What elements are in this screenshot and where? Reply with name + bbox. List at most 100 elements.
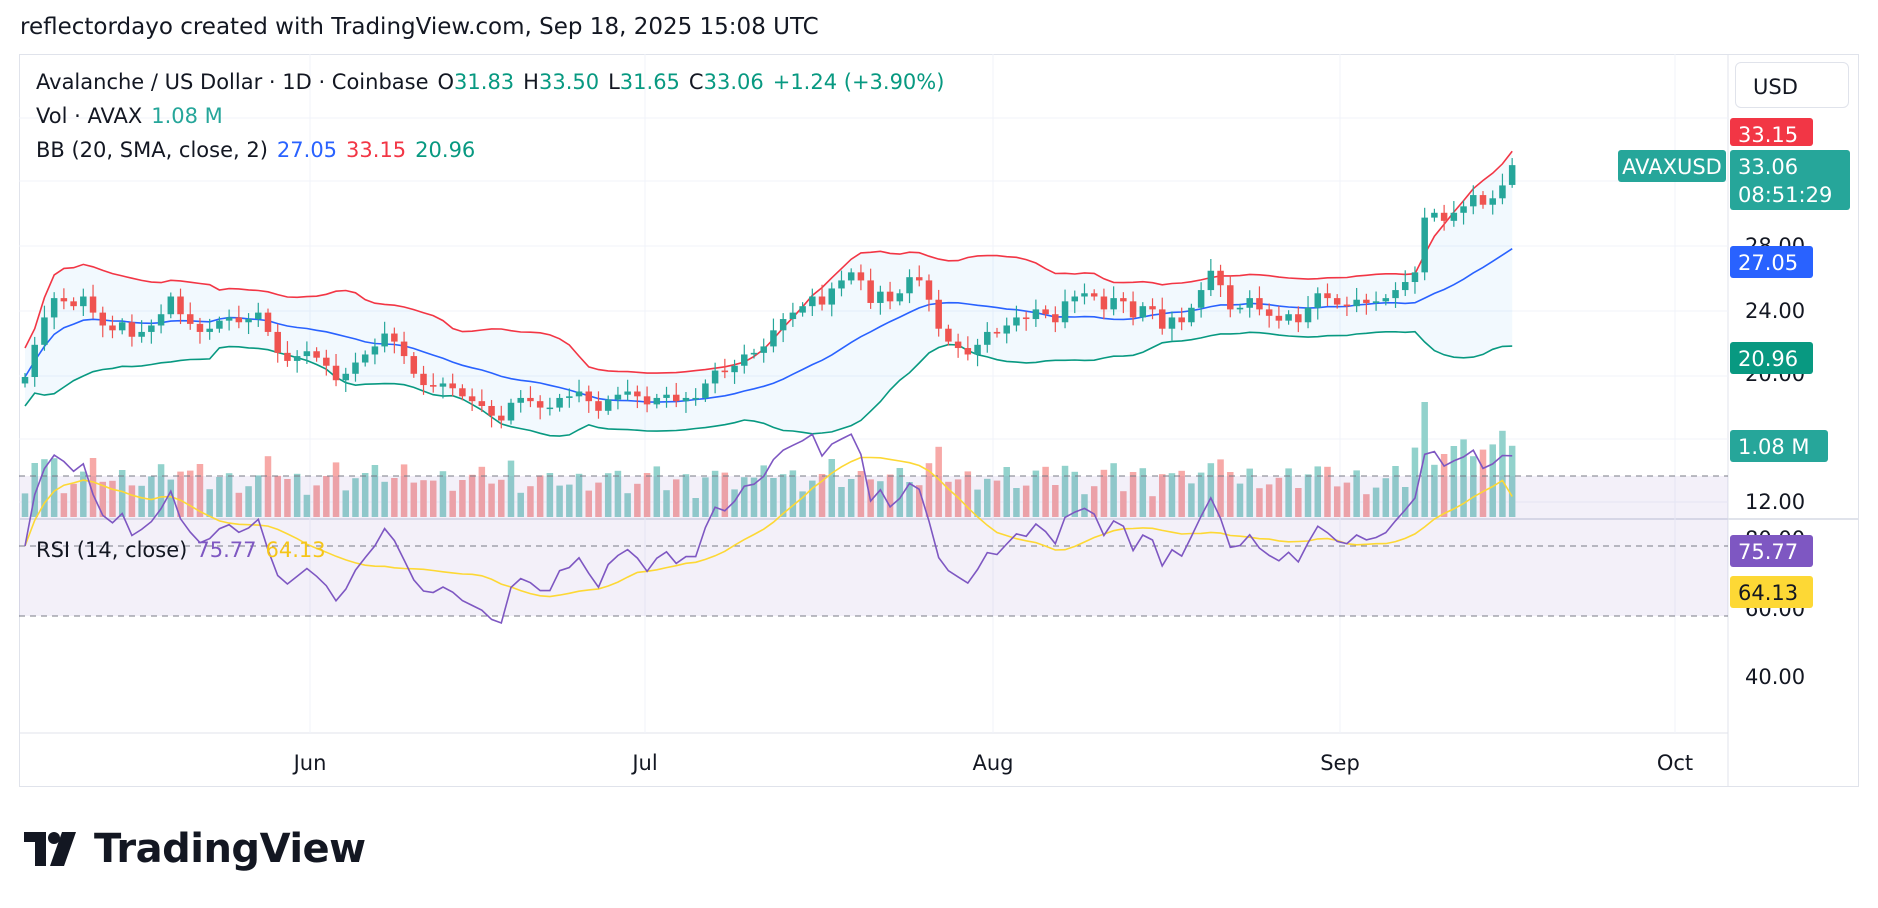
candle-body xyxy=(1324,293,1331,299)
symbol-title[interactable]: Avalanche / US Dollar · 1D · Coinbase xyxy=(36,70,429,94)
candle-body xyxy=(1158,309,1166,329)
volume-bar xyxy=(1304,474,1312,517)
candle-body xyxy=(604,399,612,411)
volume-bar xyxy=(1353,470,1360,517)
candle-body xyxy=(886,291,894,302)
candle-body xyxy=(186,314,194,324)
candle-body xyxy=(293,356,301,361)
volume-bar xyxy=(1061,465,1069,517)
candle-body xyxy=(1236,307,1244,310)
candle-body xyxy=(70,301,77,307)
volume-bar xyxy=(459,480,466,517)
volume-bar xyxy=(1460,439,1467,517)
currency-button[interactable]: USD xyxy=(1735,62,1849,108)
candle-body xyxy=(1071,296,1079,302)
candle-body xyxy=(770,330,777,347)
volume-bar xyxy=(264,456,272,517)
volume-bar xyxy=(468,474,476,517)
candle-body xyxy=(1265,309,1273,316)
candle-body xyxy=(1139,306,1147,318)
rsi-ma-badge-text: 64.13 xyxy=(1738,581,1798,605)
candle-body xyxy=(1042,309,1049,315)
volume-bar xyxy=(332,462,340,517)
volume-bar xyxy=(896,468,904,517)
candle-body xyxy=(663,394,670,398)
volume-bar xyxy=(60,493,68,517)
bb-legend[interactable]: BB (20, SMA, close, 2) 27.05 33.15 20.96 xyxy=(36,138,484,162)
rsi-ma-badge-bg xyxy=(1730,576,1813,608)
volume-legend[interactable]: Vol · AVAX 1.08 M xyxy=(36,104,232,128)
high-label: H xyxy=(523,70,539,94)
volume-bar xyxy=(517,492,524,517)
candle-body xyxy=(118,322,126,331)
candle-body xyxy=(21,377,29,384)
volume-bar xyxy=(293,473,301,517)
volume-bar xyxy=(1256,488,1263,517)
rsi-pane xyxy=(19,433,1728,625)
candle-body xyxy=(935,299,942,329)
candle-body xyxy=(1450,212,1458,221)
candle-body xyxy=(1003,325,1010,334)
candle-body xyxy=(235,317,243,323)
volume-bar xyxy=(255,475,262,517)
volume-bar xyxy=(196,464,204,517)
volume-bar xyxy=(41,459,48,517)
volume-bar xyxy=(799,491,806,517)
candle-body xyxy=(216,320,223,329)
volume-bar xyxy=(1314,466,1322,517)
volume-value: 1.08 M xyxy=(151,104,223,128)
candle-body xyxy=(857,272,865,281)
candle-body xyxy=(410,356,418,374)
bb-fill xyxy=(25,151,1513,437)
volume-bar xyxy=(1120,491,1127,517)
rsi-ma-value: 64.13 xyxy=(265,538,326,562)
volume-bar xyxy=(711,470,719,517)
candle-body xyxy=(1178,317,1185,323)
volume-bar xyxy=(429,480,437,517)
volume-bar xyxy=(177,471,184,517)
volume-bar xyxy=(1197,472,1205,517)
volume-bar xyxy=(89,458,97,517)
candle-body xyxy=(1499,185,1506,199)
volume-bar xyxy=(1129,472,1137,517)
candle-body xyxy=(1470,195,1477,207)
volume-bar xyxy=(770,478,777,517)
symbol-tag-badge-text: AVAXUSD xyxy=(1622,155,1722,179)
candle-body xyxy=(1217,270,1224,286)
candle-body xyxy=(138,331,145,337)
volume-bar xyxy=(216,477,223,517)
volume-bar xyxy=(1295,488,1302,517)
candle-body xyxy=(711,370,719,384)
candle-body xyxy=(672,394,680,402)
candle-body xyxy=(1081,293,1088,297)
candle-body xyxy=(1431,212,1438,218)
volume-bar xyxy=(361,473,369,517)
candle-body xyxy=(352,362,359,374)
candle-body xyxy=(517,397,524,403)
volume-badge-bg xyxy=(1730,430,1828,462)
volume-bar xyxy=(1110,463,1117,517)
volume-bar xyxy=(935,446,942,517)
high-value: 33.50 xyxy=(538,70,600,94)
volume-bar xyxy=(1489,444,1496,517)
volume-bar xyxy=(488,483,495,517)
rsi-legend[interactable]: RSI (14, close) 75.77 64.13 xyxy=(36,538,335,562)
tradingview-logo[interactable]: TradingView xyxy=(24,826,366,872)
candle-body xyxy=(420,373,427,386)
volume-bar xyxy=(80,471,87,517)
volume-bar xyxy=(779,474,787,517)
candle-body xyxy=(342,373,350,381)
ohlc-legend[interactable]: Avalanche / US Dollar · 1D · Coinbase O31… xyxy=(36,70,953,94)
volume-bar xyxy=(235,492,243,517)
candle-body xyxy=(225,317,233,321)
candle-body xyxy=(809,296,816,307)
candle-body xyxy=(89,296,97,313)
candle-body xyxy=(779,319,787,331)
volume-bar xyxy=(1090,486,1098,517)
candle-body xyxy=(614,394,622,400)
volume-bar xyxy=(1246,468,1253,517)
volume-bar xyxy=(536,475,544,517)
candle-body xyxy=(906,277,913,294)
rsi-line xyxy=(24,433,1513,625)
